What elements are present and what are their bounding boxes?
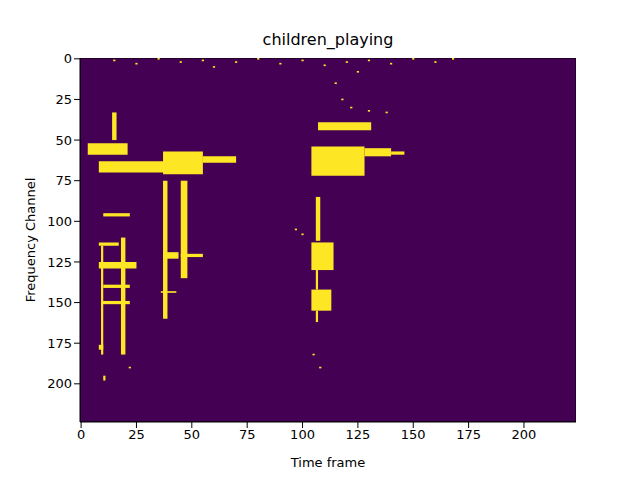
svg-text:150: 150 (47, 295, 72, 310)
html-text:children_playing: children_playing (262, 30, 394, 49)
svg-text:0: 0 (77, 427, 85, 442)
svg-text:25: 25 (128, 427, 145, 442)
svg-text:75: 75 (55, 173, 72, 188)
svg-text:50: 50 (55, 133, 72, 148)
svg-text:25: 25 (55, 92, 72, 107)
svg-text:Time frame: Time frame (290, 455, 366, 470)
svg-text:50: 50 (184, 427, 201, 442)
svg-text:75: 75 (239, 427, 256, 442)
svg-text:100: 100 (47, 214, 72, 229)
svg-text:175: 175 (456, 427, 481, 442)
svg-text:Frequency Channel: Frequency Channel (23, 178, 38, 303)
svg-text:0: 0 (64, 51, 72, 66)
svg-text:200: 200 (47, 376, 72, 391)
svg-text:125: 125 (345, 427, 370, 442)
svg-text:150: 150 (401, 427, 426, 442)
svg-text:175: 175 (47, 336, 72, 351)
svg-text:125: 125 (47, 255, 72, 270)
svg-text:200: 200 (512, 427, 537, 442)
svg-text:100: 100 (290, 427, 315, 442)
